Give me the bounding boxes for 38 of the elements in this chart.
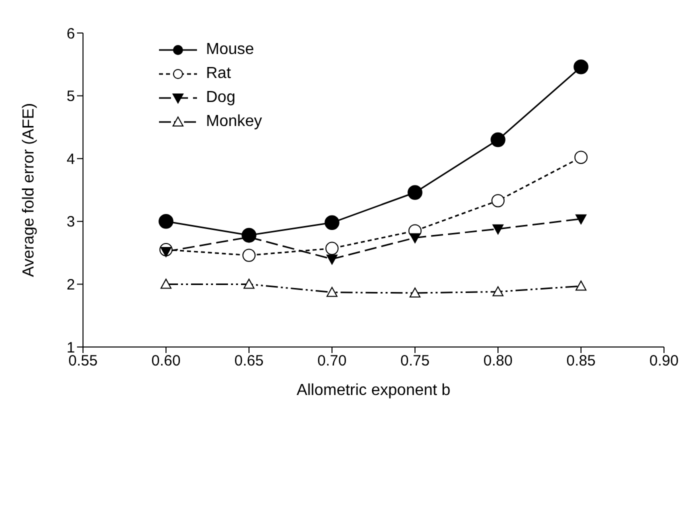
legend-label: Monkey <box>206 113 262 131</box>
point <box>410 287 420 298</box>
point <box>492 286 504 296</box>
point <box>492 224 504 234</box>
x-tick-label: 0.65 <box>234 352 264 370</box>
y-tick-label: 3 <box>66 214 75 231</box>
x-tick-label: 0.75 <box>400 352 430 370</box>
y-tick-label: 2 <box>66 276 75 294</box>
x-tick-label: 0.90 <box>649 352 679 370</box>
x-tick-label: 0.85 <box>566 352 596 370</box>
legend-label: Dog <box>206 89 236 107</box>
x-tick-label: 0.80 <box>483 352 513 370</box>
y-tick-label: 6 <box>66 25 75 42</box>
y-tick-label: 4 <box>66 150 75 168</box>
point <box>326 254 338 265</box>
point <box>160 247 172 258</box>
point <box>160 278 172 289</box>
point <box>410 233 420 244</box>
point <box>576 280 586 291</box>
point <box>324 215 340 230</box>
point <box>574 150 588 164</box>
point <box>574 60 588 74</box>
y-axis-title: Average fold error (AFE) <box>20 103 38 277</box>
x-tick-label: 0.70 <box>317 352 347 370</box>
point <box>242 248 256 262</box>
x-tick-label: 0.60 <box>151 352 181 370</box>
y-tick-label: 5 <box>66 88 75 106</box>
point <box>491 194 505 208</box>
legend-label: Mouse <box>206 41 254 59</box>
point <box>244 278 254 289</box>
point <box>158 214 174 229</box>
legend-label: Rat <box>206 65 231 83</box>
point <box>326 286 338 297</box>
point <box>490 132 506 148</box>
point <box>576 214 586 224</box>
point <box>325 242 339 256</box>
point <box>408 185 422 200</box>
x-axis-title: Allometric exponent b <box>296 382 451 399</box>
